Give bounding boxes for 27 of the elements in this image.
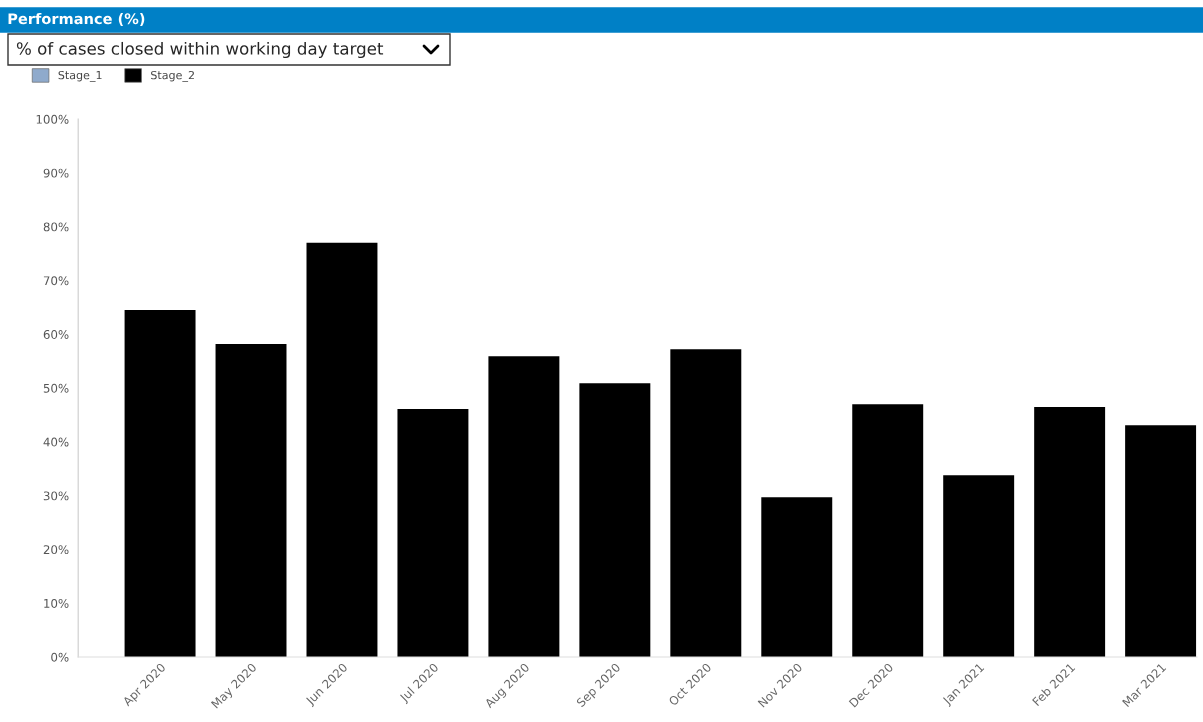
- legend-label: Stage_2: [151, 70, 194, 82]
- bar: [488, 356, 560, 658]
- y-tick-label: 0%: [51, 652, 69, 662]
- y-tick-label: 90%: [43, 168, 69, 178]
- bar: [215, 343, 287, 658]
- bar: [579, 383, 651, 658]
- bar: [670, 349, 742, 658]
- y-tick-label: 40%: [43, 437, 69, 447]
- bar: [852, 404, 924, 658]
- chart-title: Performance (%): [8, 12, 145, 26]
- y-tick-label: 20%: [43, 545, 69, 555]
- y-tick-label: 50%: [43, 383, 69, 393]
- bar: [124, 310, 196, 658]
- y-tick-label: 60%: [43, 330, 69, 339]
- legend-label: Stage_1: [58, 70, 102, 82]
- y-tick-label: 100%: [36, 114, 69, 124]
- bar: [397, 409, 469, 658]
- y-tick-label: 80%: [43, 222, 69, 232]
- chart-subtitle: % of cases closed within working day target: [16, 41, 384, 59]
- y-tick-label: 30%: [43, 491, 69, 501]
- y-tick-label: 10%: [44, 598, 69, 608]
- bar: [943, 475, 1015, 658]
- bar: [1125, 425, 1197, 658]
- bar: [1034, 406, 1106, 658]
- bar: [306, 242, 378, 658]
- y-tick-label: 70%: [43, 276, 69, 286]
- bar: [761, 497, 833, 658]
